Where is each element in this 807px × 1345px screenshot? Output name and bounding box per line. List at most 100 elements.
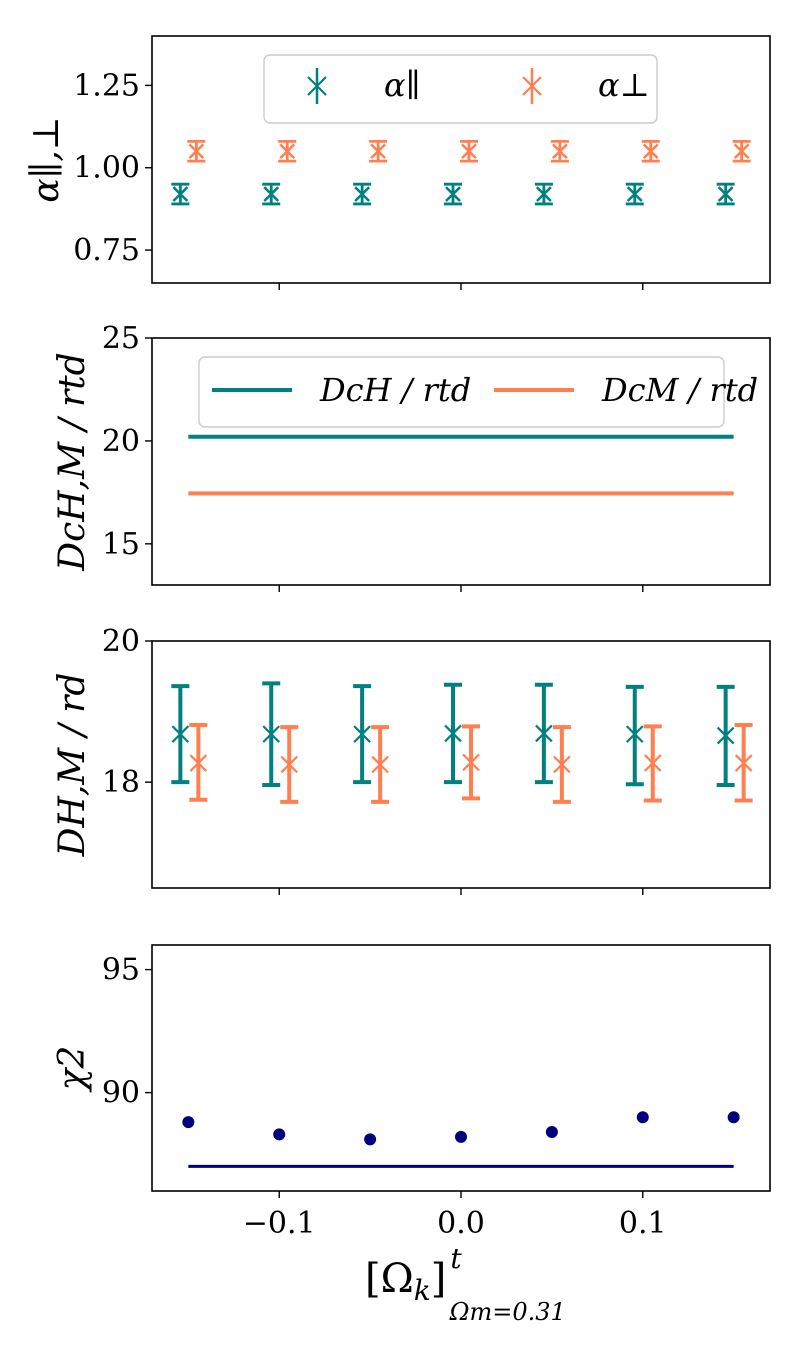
- y-axis-label: α∥,⊥: [26, 116, 67, 202]
- data-point: [625, 684, 644, 787]
- data-point: [353, 684, 372, 785]
- data-point: [369, 139, 388, 163]
- x-tick-label: −0.1: [243, 1206, 316, 1241]
- data-point: [552, 725, 571, 804]
- data-point: [734, 722, 753, 803]
- y-tick-label: 95: [102, 953, 140, 988]
- y-axis-label: χ2: [52, 1046, 93, 1094]
- x-marker-b: [370, 143, 386, 160]
- data-point: [534, 182, 553, 206]
- x-marker-b: [553, 755, 571, 774]
- data-point: [625, 182, 644, 206]
- data-point: [727, 1111, 740, 1124]
- x-tick-label: 0.0: [437, 1206, 485, 1241]
- data-point: [545, 1125, 558, 1138]
- x-marker-b: [189, 754, 208, 772]
- data-point: [732, 139, 751, 163]
- x-marker-b: [462, 753, 480, 772]
- data-point: [182, 1116, 195, 1129]
- data-point: [460, 139, 478, 163]
- svg-text:[Ωk]tΩm=0.31: [Ωk] t Ωm=0.31: [365, 1242, 566, 1326]
- data-point: [273, 1128, 286, 1141]
- y-tick-label: 25: [102, 321, 140, 356]
- y-tick-label: 1.25: [73, 68, 140, 103]
- x-marker-b: [536, 186, 552, 202]
- legend-label: α∥: [384, 66, 420, 104]
- data-point: [364, 1133, 377, 1146]
- legend: α∥ α⊥: [263, 54, 658, 124]
- x-marker-b: [444, 724, 462, 743]
- x-marker-b: [535, 724, 553, 743]
- x-marker-b: [626, 186, 643, 202]
- x-marker-b: [171, 725, 190, 743]
- x-marker-b: [188, 143, 205, 160]
- x-marker-b: [279, 143, 296, 160]
- legend-x-b: [522, 76, 542, 96]
- plot-frame: [151, 944, 771, 1192]
- x-marker-b: [172, 186, 189, 202]
- data-point: [716, 182, 735, 206]
- data-point: [262, 182, 281, 206]
- legend-label: α⊥: [598, 66, 650, 104]
- data-point: [280, 725, 299, 804]
- legend-box: [263, 54, 658, 124]
- data-point: [716, 684, 735, 787]
- y-tick-label: 1.00: [73, 151, 140, 186]
- x-marker-b: [262, 725, 281, 743]
- legend: DcH / rtd DcM / rtd: [198, 356, 758, 428]
- x-marker-b: [353, 725, 371, 743]
- y-tick-label: 18: [102, 765, 140, 800]
- data-point: [455, 1130, 467, 1143]
- data-point: [641, 139, 660, 163]
- x-marker-b: [733, 143, 750, 160]
- x-marker-b: [717, 186, 734, 202]
- panel-4: 90 95 −0.1 0.0 0.1 χ2: [52, 944, 771, 1241]
- y-axis-label: DcH,M / rtd: [52, 352, 93, 571]
- x-marker-b: [354, 186, 370, 202]
- data-point: [534, 682, 553, 785]
- data-point: [444, 682, 462, 785]
- legend-box: [198, 356, 725, 428]
- data-point: [278, 139, 297, 163]
- x-marker-b: [552, 143, 568, 160]
- data-point: [171, 684, 190, 785]
- x-marker-b: [445, 186, 461, 202]
- data-point: [353, 182, 372, 206]
- legend-label: DcH / rtd: [319, 371, 471, 409]
- legend-label: DcM / rtd: [601, 371, 758, 409]
- data-point: [550, 139, 569, 163]
- y-tick-label: 0.75: [73, 233, 140, 268]
- data-point: [187, 139, 206, 163]
- x-marker-b: [625, 725, 644, 743]
- data-point: [444, 182, 462, 206]
- data-point: [189, 722, 208, 802]
- panel-3: 18 20 DH,M / rd: [52, 624, 771, 895]
- legend-x-b: [307, 76, 327, 96]
- x-marker-b: [643, 754, 662, 772]
- x-marker-b: [716, 726, 735, 745]
- y-tick-label: 15: [102, 527, 140, 562]
- x-marker-b: [371, 755, 389, 774]
- x-tick-label: 0.1: [619, 1206, 667, 1241]
- plot-frame: [151, 640, 771, 889]
- data-point: [636, 1111, 649, 1124]
- data-point: [371, 725, 390, 804]
- data-point: [462, 724, 480, 801]
- data-point: [643, 724, 662, 803]
- y-tick-label: 90: [102, 1076, 140, 1111]
- y-axis-label: DH,M / rd: [52, 673, 93, 858]
- x-marker-b: [461, 143, 477, 160]
- y-tick-label: 20: [102, 624, 140, 659]
- panel-2: 15 20 25 DcH,M / rtd DcH / rtd DcM / rtd: [52, 321, 771, 592]
- y-tick-label: 20: [102, 424, 140, 459]
- x-axis-label: [Ωk] t Ωm=0.31: [365, 1242, 566, 1326]
- data-point: [262, 681, 281, 787]
- data-point: [171, 182, 190, 206]
- x-marker-b: [280, 755, 299, 774]
- panel-1: 0.75 1.00 1.25α∥,⊥ α∥ α⊥: [26, 35, 771, 290]
- x-marker-b: [642, 143, 659, 160]
- panels: 0.75 1.00 1.25α∥,⊥ α∥ α⊥ 15 20 25 DcH,M / rtd DcH…: [26, 35, 771, 1241]
- x-marker-b: [734, 754, 753, 772]
- x-marker-b: [263, 186, 280, 202]
